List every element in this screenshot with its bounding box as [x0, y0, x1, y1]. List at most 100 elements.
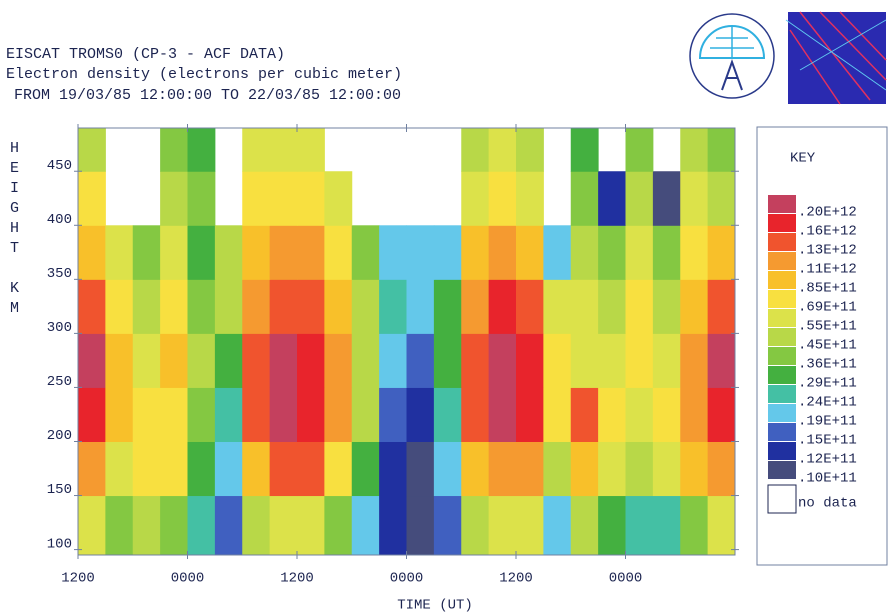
heat-cell [78, 441, 106, 497]
heat-cell [707, 333, 736, 388]
heat-cell [269, 495, 298, 556]
heat-cell [324, 225, 353, 280]
heat-cell [461, 333, 490, 388]
y-tick-label: 450 [47, 158, 72, 174]
heat-cell [707, 128, 736, 172]
heat-cell [379, 387, 407, 442]
heat-cell [269, 441, 298, 497]
heat-cell [570, 225, 599, 280]
legend-label: .29E+11 [798, 376, 857, 392]
heat-cell [269, 279, 298, 334]
heat-cell [297, 128, 325, 172]
heat-cell [78, 171, 106, 226]
heat-cell [488, 171, 517, 226]
heat-cell [625, 225, 654, 280]
heat-cell [297, 333, 325, 388]
heat-cell [242, 128, 271, 172]
x-tick-label: 0000 [609, 571, 643, 587]
heat-cell [652, 279, 681, 334]
heat-cell [543, 495, 572, 556]
legend-swatch [768, 214, 796, 232]
heat-cell [652, 387, 681, 442]
legend-swatch [767, 484, 797, 514]
x-tick-label: 0000 [390, 571, 424, 587]
heat-cell [105, 441, 134, 497]
legend-label: .15E+11 [798, 433, 857, 449]
legend-label: .12E+11 [798, 452, 857, 468]
x-axis-label: TIME (UT) [397, 598, 473, 614]
heat-cell [242, 333, 271, 388]
heat-cell [461, 128, 490, 172]
heat-cell [516, 128, 544, 172]
heat-cell [187, 441, 216, 497]
heat-cell [160, 333, 188, 388]
heat-cell [461, 387, 490, 442]
heat-cell [297, 171, 325, 226]
heat-cell [625, 171, 654, 226]
heat-cell [488, 387, 517, 442]
heat-cell [78, 333, 106, 388]
heat-cell [78, 495, 106, 556]
heat-cell [516, 495, 544, 556]
heat-cell [516, 333, 544, 388]
heat-cell [543, 279, 572, 334]
heat-cell [187, 128, 216, 172]
legend-swatch [768, 309, 796, 327]
heat-cell [516, 441, 544, 497]
heat-cell [598, 279, 626, 334]
heat-cell [625, 441, 654, 497]
heat-cell [324, 387, 353, 442]
heat-cell [570, 128, 599, 172]
heat-cell [461, 171, 490, 226]
x-tick-label: 0000 [171, 571, 205, 587]
legend-label: .16E+12 [798, 224, 857, 240]
heat-cell [488, 279, 517, 334]
heat-cell [625, 387, 654, 442]
heat-cell [570, 387, 599, 442]
heat-cell [488, 225, 517, 280]
heat-cell [214, 279, 243, 334]
heat-cell [433, 333, 462, 388]
heat-cell [433, 387, 462, 442]
heat-cell [406, 279, 435, 334]
heat-cell [543, 441, 572, 497]
heat-cell [269, 333, 298, 388]
heat-cell [598, 225, 626, 280]
heat-cell [488, 495, 517, 556]
heat-cell [543, 387, 572, 442]
heat-cell [461, 441, 490, 497]
heat-cell [516, 171, 544, 226]
heat-cell [707, 495, 736, 556]
heat-cell [680, 495, 709, 556]
heat-cell [160, 128, 188, 172]
heat-cell [105, 495, 134, 556]
legend-label: .10E+11 [798, 471, 857, 487]
heat-cell [461, 225, 490, 280]
heat-cell [570, 495, 599, 556]
heat-cell [652, 171, 681, 226]
heat-cell [214, 495, 243, 556]
heat-cell [105, 333, 134, 388]
heat-cell [78, 387, 106, 442]
legend-swatch [768, 328, 796, 346]
heat-cell [187, 171, 216, 226]
heat-cell [516, 387, 544, 442]
heat-cell [160, 225, 188, 280]
heat-cell [351, 495, 380, 556]
legend-label: no data [798, 496, 857, 512]
x-tick-label: 1200 [61, 571, 95, 587]
heat-cell [351, 279, 380, 334]
heat-cell [433, 279, 462, 334]
heat-cell [406, 387, 435, 442]
legend-label: .13E+12 [798, 243, 857, 259]
heat-cell [78, 225, 106, 280]
heat-cell [160, 171, 188, 226]
y-tick-label: 200 [47, 428, 72, 444]
heat-cell [351, 333, 380, 388]
heat-cell [652, 333, 681, 388]
heat-cell [598, 495, 626, 556]
logo [689, 11, 887, 105]
heat-cell [433, 441, 462, 497]
heat-cell [625, 333, 654, 388]
